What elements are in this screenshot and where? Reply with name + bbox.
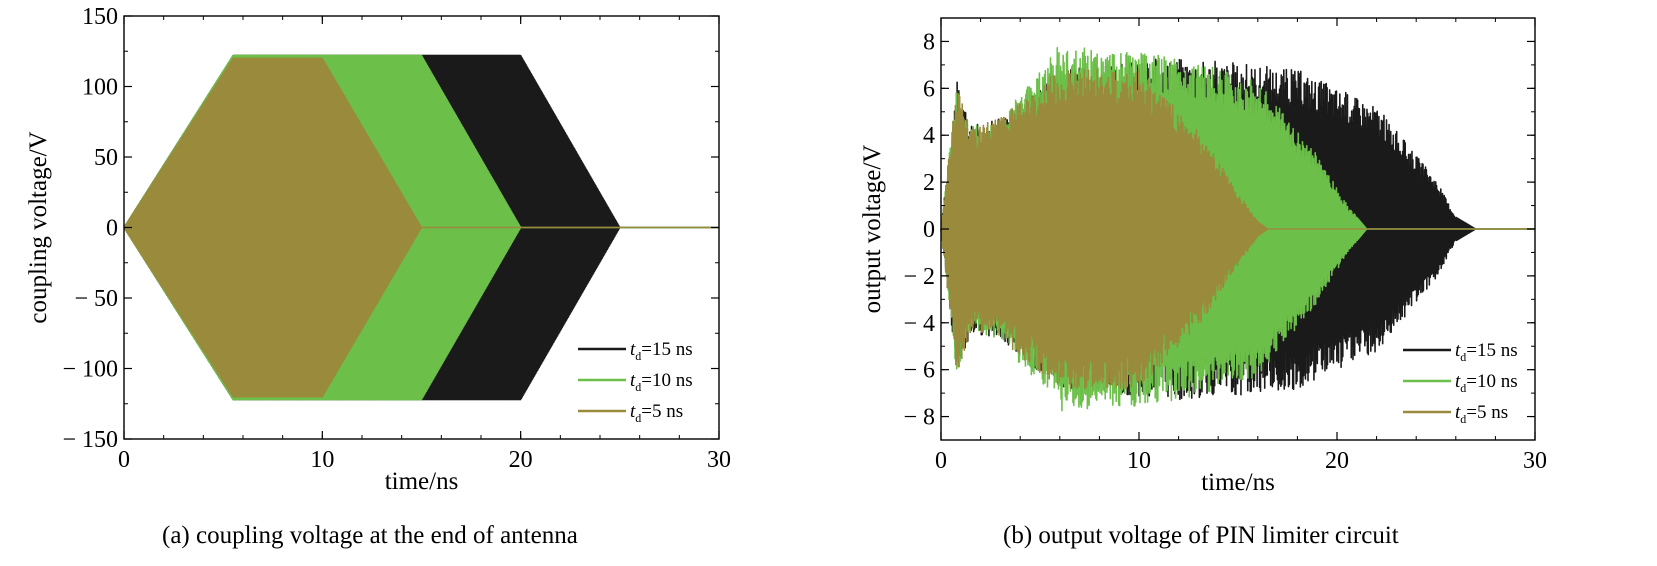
chart-1-ytick-label-6: − 4 [903, 311, 935, 337]
chart-0-legend-label-2: td=5 ns [630, 401, 683, 425]
chart-1-legend-label-2: td=5 ns [1455, 402, 1508, 426]
chart-1-xtick-label-1: 10 [1127, 448, 1151, 474]
chart-0-xlabel: time/ns [385, 468, 459, 495]
chart-1-xtick-label-3: 30 [1523, 448, 1547, 474]
chart-0-legend-label-1: td=10 ns [630, 370, 693, 394]
chart-1-ytick-label-7: − 6 [903, 358, 935, 384]
chart-1-ytick-label-4: 0 [923, 217, 935, 243]
chart-1-legend-label-1: td=10 ns [1455, 371, 1518, 395]
chart-0-xtick-label-3: 30 [707, 447, 731, 473]
chart-1-legend-label-0: td=15 ns [1455, 340, 1518, 364]
chart-1-xtick-label-0: 0 [935, 448, 947, 474]
chart-0-ylabel: coupling voltage/V [25, 131, 52, 323]
chart-1-ytick-label-3: 2 [923, 170, 935, 196]
chart-0-ytick-label-0: 150 [82, 4, 118, 30]
chart-0-xtick-label-1: 10 [310, 447, 334, 473]
chart-panel-a: 0 10 20 30 150 100 50 0 − 50 − 100 − 150 time/ns cou… [0, 0, 780, 566]
chart-a-svg: 0 10 20 30 150 100 50 0 − 50 − 100 − 150 time/ns cou… [25, 4, 731, 495]
chart-0-legend-label-0: td=15 ns [630, 339, 693, 363]
chart-1-ytick-label-0: 8 [923, 29, 935, 55]
chart-0-xtick-label-2: 20 [509, 447, 533, 473]
chart-0-ytick-label-5: − 100 [62, 357, 118, 383]
chart-0-ytick-label-3: 0 [106, 216, 118, 242]
chart-panel-b: 0 10 20 30 8 6 4 2 0− 2− 4− 6− 8 time/ns output vo… [840, 0, 1657, 566]
chart-a-caption: (a) coupling voltage at the end of anten… [162, 522, 578, 549]
chart-1-ytick-label-2: 4 [923, 123, 935, 149]
chart-0-xtick-label-0: 0 [118, 447, 130, 473]
chart-0-ytick-label-2: 50 [94, 145, 118, 171]
chart-1-xlabel: time/ns [1201, 469, 1275, 496]
chart-0-ytick-label-1: 100 [82, 75, 118, 101]
chart-1-ylabel: output voltage/V [859, 145, 886, 314]
chart-0-ytick-label-4: − 50 [74, 286, 118, 312]
chart-0-ytick-label-6: − 150 [62, 427, 118, 453]
chart-1-series-2 [940, 68, 1536, 390]
chart-b-caption: (b) output voltage of PIN limiter circui… [1003, 522, 1399, 549]
chart-0-series-2 [123, 57, 720, 398]
chart-1-xtick-label-2: 20 [1325, 448, 1349, 474]
chart-1-ytick-label-8: − 8 [903, 405, 935, 431]
chart-1-ytick-label-5: − 2 [903, 264, 935, 290]
chart-1-ytick-label-1: 6 [923, 76, 935, 102]
